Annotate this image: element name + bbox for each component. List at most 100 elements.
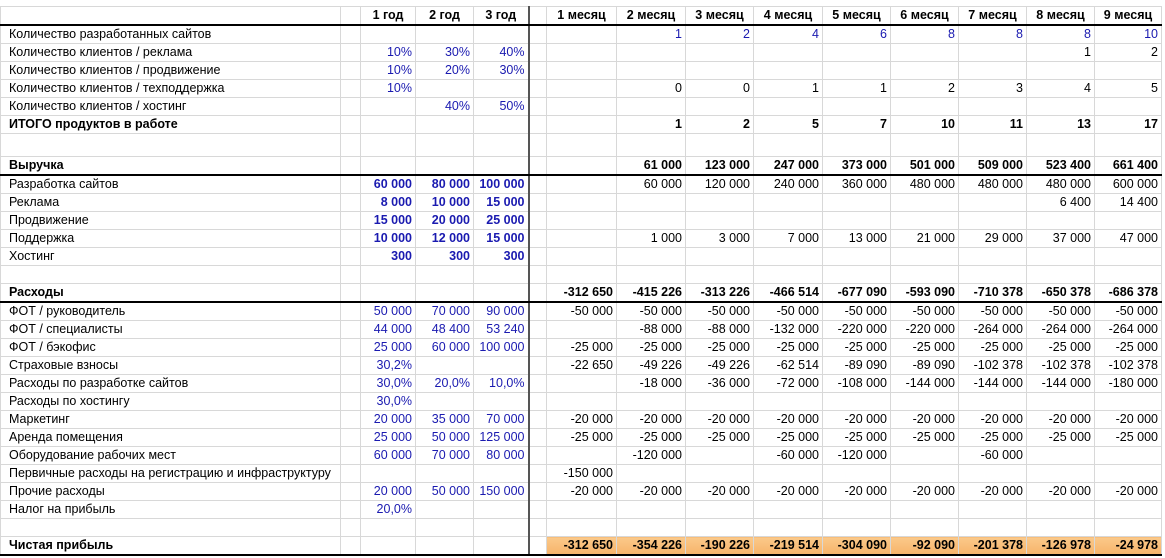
year-value[interactable]: 20 000 — [360, 410, 416, 429]
year-value[interactable]: 90 000 — [473, 301, 530, 321]
month-value[interactable] — [822, 97, 891, 116]
month-value[interactable]: 2 — [685, 24, 754, 44]
year-value[interactable]: 8 000 — [360, 193, 416, 212]
month-value[interactable] — [1094, 392, 1162, 411]
month-value[interactable] — [1026, 500, 1095, 519]
month-value[interactable]: 21 000 — [890, 229, 959, 248]
month-value[interactable] — [685, 97, 754, 116]
year-value[interactable]: 20,0% — [360, 500, 416, 519]
row-label[interactable]: Маркетинг — [0, 410, 341, 429]
month-value[interactable]: 120 000 — [685, 174, 754, 194]
month-value[interactable] — [753, 43, 823, 62]
row-label[interactable]: ФОТ / бэкофис — [0, 338, 341, 357]
month-value[interactable]: -50 000 — [890, 301, 959, 321]
month-value[interactable]: -88 000 — [616, 320, 686, 339]
month-value[interactable]: 4 — [1026, 79, 1095, 98]
row-label[interactable]: Прочие расходы — [0, 482, 341, 501]
month-value[interactable] — [616, 518, 686, 537]
month-value[interactable] — [753, 211, 823, 230]
month-value[interactable] — [616, 464, 686, 483]
month-value[interactable]: -25 000 — [616, 428, 686, 447]
month-value[interactable] — [822, 500, 891, 519]
month-value[interactable]: 360 000 — [822, 174, 891, 194]
month-value[interactable]: -25 000 — [616, 338, 686, 357]
month-value[interactable]: -50 000 — [753, 301, 823, 321]
month-value[interactable]: -20 000 — [890, 410, 959, 429]
month-value[interactable] — [890, 265, 959, 284]
cell[interactable] — [340, 79, 361, 98]
row-label[interactable]: Чистая прибыль — [0, 536, 341, 556]
month-value[interactable]: -120 000 — [822, 446, 891, 465]
month-value[interactable]: 47 000 — [1094, 229, 1162, 248]
month-value[interactable] — [958, 500, 1027, 519]
year-value[interactable]: 12 000 — [415, 229, 474, 248]
month-value[interactable] — [753, 518, 823, 537]
year-value[interactable]: 60 000 — [415, 338, 474, 357]
month-value[interactable]: -25 000 — [1094, 338, 1162, 357]
year-value[interactable] — [415, 464, 474, 483]
year-value[interactable] — [473, 536, 530, 556]
row-label[interactable]: Количество клиентов / хостинг — [0, 97, 341, 116]
year-value[interactable] — [360, 133, 416, 157]
row-label[interactable]: Реклама — [0, 193, 341, 212]
month-value[interactable]: 480 000 — [890, 174, 959, 194]
cell[interactable] — [528, 79, 547, 98]
month-value[interactable]: 6 400 — [1026, 193, 1095, 212]
month-value[interactable]: 29 000 — [958, 229, 1027, 248]
row-label[interactable]: Первичные расходы на регистрацию и инфра… — [0, 464, 341, 483]
row-label[interactable] — [0, 518, 341, 537]
month-value[interactable] — [546, 500, 617, 519]
month-value[interactable] — [1026, 265, 1095, 284]
month-value[interactable] — [958, 97, 1027, 116]
month-value[interactable] — [890, 211, 959, 230]
year-value[interactable]: 10 000 — [360, 229, 416, 248]
cell[interactable] — [528, 43, 547, 62]
year-value[interactable]: 50% — [473, 97, 530, 116]
cell[interactable] — [340, 156, 361, 176]
month-value[interactable] — [685, 518, 754, 537]
month-value[interactable] — [822, 464, 891, 483]
month-value[interactable] — [1026, 97, 1095, 116]
month-value[interactable] — [753, 500, 823, 519]
month-value[interactable]: -20 000 — [1094, 410, 1162, 429]
month-value[interactable]: -466 514 — [753, 283, 823, 303]
year-value[interactable]: 30% — [473, 61, 530, 80]
month-value[interactable] — [890, 446, 959, 465]
month-value[interactable] — [958, 193, 1027, 212]
month-value[interactable]: -144 000 — [958, 374, 1027, 393]
month-value[interactable] — [822, 392, 891, 411]
year-value[interactable] — [360, 156, 416, 176]
month-value[interactable]: -144 000 — [890, 374, 959, 393]
month-value[interactable]: -25 000 — [546, 338, 617, 357]
cell[interactable] — [340, 338, 361, 357]
year-value[interactable]: 25 000 — [360, 338, 416, 357]
month-value[interactable] — [1094, 61, 1162, 80]
year-value[interactable] — [415, 392, 474, 411]
cell[interactable] — [528, 265, 547, 284]
month-value[interactable]: 480 000 — [1026, 174, 1095, 194]
month-value[interactable]: -415 226 — [616, 283, 686, 303]
month-value[interactable] — [546, 133, 617, 157]
month-value[interactable] — [890, 97, 959, 116]
month-value[interactable] — [1094, 265, 1162, 284]
year-value[interactable] — [415, 265, 474, 284]
cell[interactable] — [528, 518, 547, 537]
month-value[interactable] — [890, 133, 959, 157]
month-value[interactable] — [546, 229, 617, 248]
year-value[interactable] — [360, 265, 416, 284]
row-label[interactable] — [0, 265, 341, 284]
year-value[interactable] — [360, 115, 416, 134]
row-label[interactable]: Аренда помещения — [0, 428, 341, 447]
cell[interactable] — [528, 464, 547, 483]
year-value[interactable]: 10% — [360, 79, 416, 98]
month-value[interactable]: -304 090 — [822, 536, 891, 556]
cell[interactable] — [528, 229, 547, 248]
month-value[interactable] — [1094, 211, 1162, 230]
year-value[interactable]: 30,0% — [360, 392, 416, 411]
cell[interactable] — [340, 536, 361, 556]
month-value[interactable]: 8 — [890, 24, 959, 44]
cell[interactable] — [528, 133, 547, 157]
month-value[interactable]: 523 400 — [1026, 156, 1095, 176]
month-value[interactable]: -20 000 — [1026, 410, 1095, 429]
month-value[interactable]: -36 000 — [685, 374, 754, 393]
